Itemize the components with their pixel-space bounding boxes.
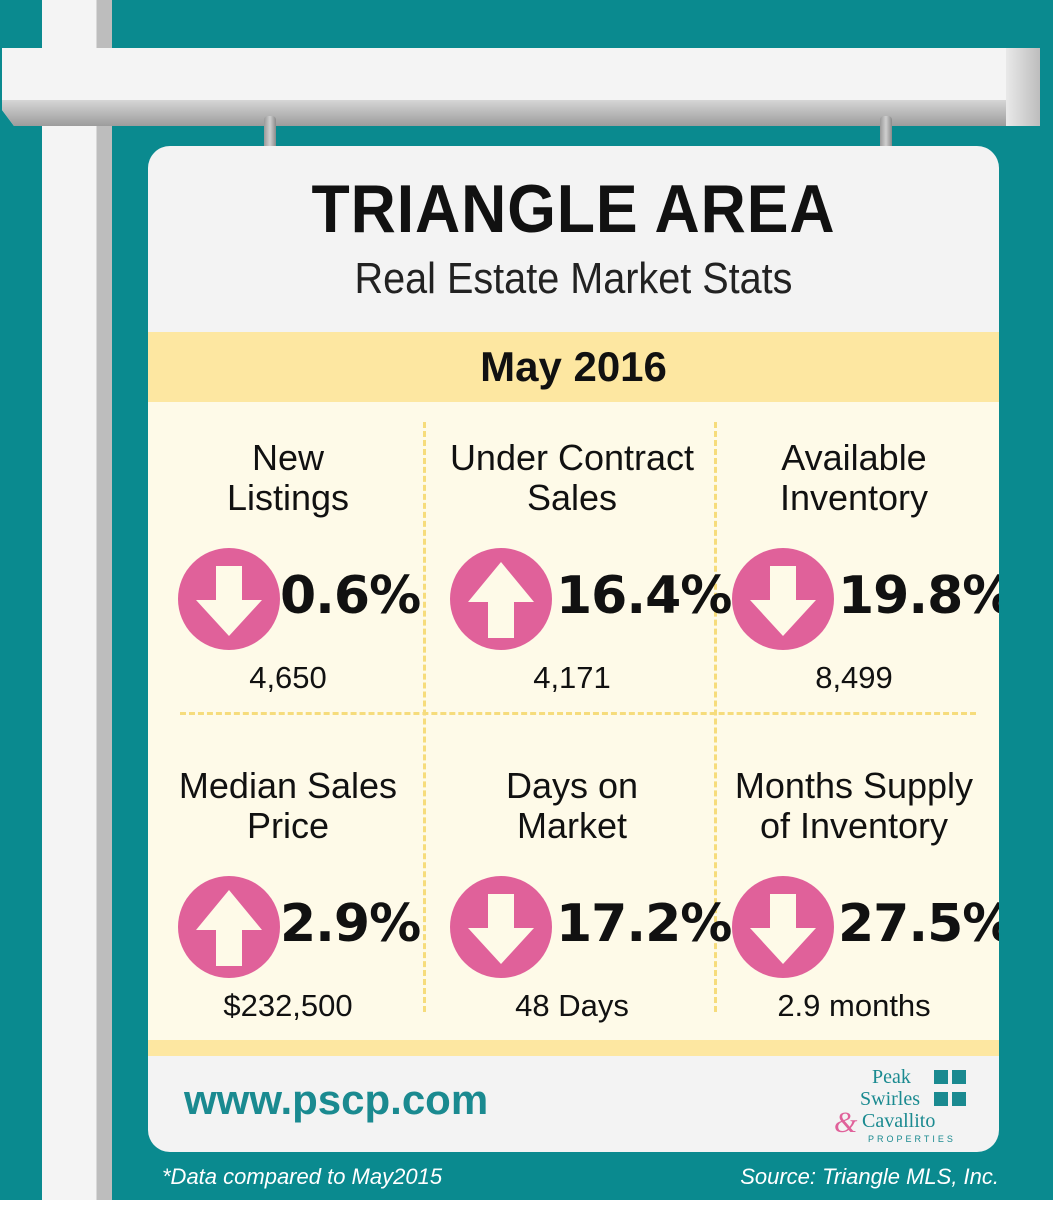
stat-available-inventory: Available Inventory 19.8% 8,499 — [714, 438, 999, 738]
stat-label: New Listings — [148, 438, 428, 518]
stats-panel: New Listings 0.6% 4,650 Under Contract S… — [148, 402, 999, 1042]
stat-label: Under Contract Sales — [432, 438, 712, 518]
month-label: May 2016 — [480, 343, 667, 390]
logo-square — [952, 1092, 966, 1106]
stat-value: $232,500 — [223, 988, 353, 1023]
stat-label-line1: Days on — [505, 765, 639, 806]
footnote-source: Source: Triangle MLS, Inc. — [740, 1164, 999, 1189]
stat-label-line1: New — [251, 437, 325, 478]
website-link[interactable]: www.pscp.com — [184, 1076, 489, 1123]
stat-value: 48 Days — [515, 988, 629, 1023]
stat-under-contract-sales: Under Contract Sales 16.4% 4,171 — [432, 438, 732, 738]
stat-value: 4,650 — [249, 660, 327, 695]
page-subtitle: Real Estate Market Stats — [354, 254, 793, 303]
stat-label: Days on Market — [432, 766, 712, 846]
arrow-down-icon — [450, 876, 552, 978]
stat-label-line1: Months Supply — [734, 765, 974, 806]
crossbar-end — [1006, 48, 1040, 126]
stat-label-line1: Median Sales — [178, 765, 398, 806]
stat-change: 17.2% — [556, 894, 732, 954]
logo-line1: Peak — [872, 1066, 911, 1088]
stat-label-line1: Under Contract — [449, 437, 695, 478]
arrow-down-icon — [732, 548, 834, 650]
stat-new-listings: New Listings 0.6% 4,650 — [148, 438, 428, 738]
stat-label-line1: Available — [781, 437, 927, 478]
divider-vertical-2 — [714, 422, 717, 1012]
stat-change: 0.6% — [280, 566, 421, 626]
logo-line3: Cavallito — [862, 1110, 936, 1132]
arrow-down-icon — [732, 876, 834, 978]
stat-label-line2: Sales — [526, 477, 618, 518]
stat-label-line2: Price — [246, 805, 330, 846]
arrow-down-icon — [178, 548, 280, 650]
logo-square — [934, 1092, 948, 1106]
logo-line2: Swirles — [860, 1088, 920, 1110]
divider-vertical-1 — [423, 422, 426, 1012]
stat-value: 2.9 months — [777, 988, 931, 1023]
footnote-comparison: *Data compared to May2015 — [162, 1164, 443, 1189]
company-logo: Peak Swirles & Cavallito PROPERTIES — [834, 1066, 980, 1144]
month-banner: May 2016 — [148, 332, 999, 402]
stat-days-on-market: Days on Market 17.2% 48 Days — [432, 766, 732, 1066]
stat-value: 4,171 — [533, 660, 611, 695]
stat-change: 19.8% — [838, 566, 999, 626]
stat-label-line2: Listings — [226, 477, 350, 518]
divider-horizontal — [180, 712, 976, 715]
logo-square — [952, 1070, 966, 1084]
logo-square — [934, 1070, 948, 1084]
stat-label: Available Inventory — [714, 438, 994, 518]
page-title: TRIANGLE AREA — [311, 171, 836, 247]
logo-tag: PROPERTIES — [868, 1134, 956, 1144]
stat-label: Median Sales Price — [148, 766, 428, 846]
stat-change: 2.9% — [280, 894, 421, 954]
stat-label-line2: Inventory — [779, 477, 929, 518]
stat-median-sales-price: Median Sales Price 2.9% $232,500 — [148, 766, 428, 1066]
panel-bottom-strip — [148, 1040, 999, 1056]
stat-label-line2: of Inventory — [759, 805, 949, 846]
stat-change: 16.4% — [556, 566, 732, 626]
arrow-up-icon — [178, 876, 280, 978]
arrow-up-icon — [450, 548, 552, 650]
stat-months-supply: Months Supply of Inventory 27.5% 2.9 mon… — [714, 766, 999, 1066]
stat-label: Months Supply of Inventory — [714, 766, 994, 846]
stat-value: 8,499 — [815, 660, 893, 695]
crossbar-shadow — [2, 100, 1034, 126]
sign-post — [42, 0, 112, 1200]
stat-change: 27.5% — [838, 894, 999, 954]
logo-ampersand: & — [834, 1106, 858, 1139]
stat-label-line2: Market — [516, 805, 628, 846]
sign-board: TRIANGLE AREA Real Estate Market Stats M… — [148, 146, 999, 1152]
